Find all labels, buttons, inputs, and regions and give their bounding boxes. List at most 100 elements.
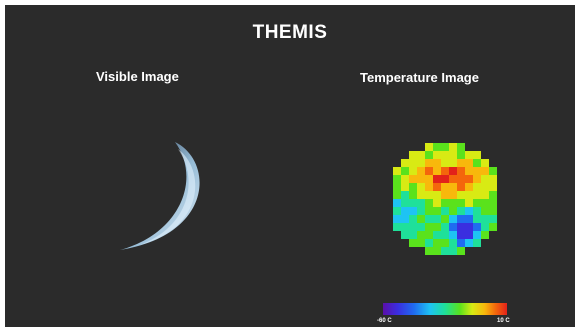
temperature-pixel — [465, 159, 473, 167]
temperature-pixel — [457, 159, 465, 167]
temperature-pixel — [441, 239, 449, 247]
temperature-pixel — [489, 223, 497, 231]
temperature-pixel — [473, 183, 481, 191]
temperature-pixel — [433, 239, 441, 247]
temperature-pixel — [481, 207, 489, 215]
temperature-pixel — [457, 183, 465, 191]
temperature-pixel — [425, 159, 433, 167]
temperature-pixel — [393, 215, 401, 223]
temperature-pixel — [481, 223, 489, 231]
temperature-pixel — [417, 183, 425, 191]
temperature-pixel — [425, 231, 433, 239]
temperature-pixel — [433, 247, 441, 255]
temperature-pixel — [457, 239, 465, 247]
temperature-pixel — [409, 159, 417, 167]
temperature-pixel — [401, 215, 409, 223]
temperature-pixel — [473, 159, 481, 167]
temperature-pixel — [417, 215, 425, 223]
temperature-pixel — [393, 167, 401, 175]
temperature-pixel — [473, 231, 481, 239]
temperature-pixel — [417, 151, 425, 159]
temperature-pixel — [465, 191, 473, 199]
temperature-pixel — [489, 207, 497, 215]
temperature-pixel — [449, 159, 457, 167]
temperature-pixel — [433, 143, 441, 151]
temperature-pixel — [417, 191, 425, 199]
temperature-pixel — [433, 215, 441, 223]
temperature-pixel — [425, 167, 433, 175]
temperature-pixel — [465, 231, 473, 239]
temperature-pixel — [393, 207, 401, 215]
temperature-pixel — [409, 223, 417, 231]
temperature-pixel — [409, 167, 417, 175]
temperature-pixel — [441, 247, 449, 255]
temperature-pixel — [457, 191, 465, 199]
temperature-pixel — [449, 151, 457, 159]
temperature-pixel — [473, 167, 481, 175]
temperature-pixel — [401, 199, 409, 207]
temperature-pixel — [465, 175, 473, 183]
temperature-pixel — [409, 215, 417, 223]
temperature-pixel — [489, 215, 497, 223]
temperature-pixel — [449, 143, 457, 151]
temperature-pixel — [481, 167, 489, 175]
temperature-pixel — [433, 231, 441, 239]
temperature-pixel — [465, 215, 473, 223]
temperature-pixel — [393, 223, 401, 231]
temperature-pixel — [409, 207, 417, 215]
temperature-pixel — [417, 167, 425, 175]
temperature-pixel — [481, 215, 489, 223]
temperature-pixel — [489, 167, 497, 175]
temperature-pixel — [409, 231, 417, 239]
temperature-pixel — [417, 207, 425, 215]
temperature-pixel — [401, 183, 409, 191]
temperature-pixel — [465, 199, 473, 207]
colorbar-min-label: -60 C — [377, 318, 392, 324]
temperature-pixel — [409, 191, 417, 199]
temperature-pixel — [401, 223, 409, 231]
temperature-pixel — [409, 151, 417, 159]
temperature-pixel — [441, 143, 449, 151]
temperature-pixel — [401, 207, 409, 215]
temperature-pixel — [465, 223, 473, 231]
temperature-colorbar — [383, 303, 507, 315]
temperature-pixel — [441, 231, 449, 239]
temperature-pixel — [433, 175, 441, 183]
temperature-pixel — [449, 207, 457, 215]
temperature-pixel — [417, 223, 425, 231]
temperature-pixel — [465, 239, 473, 247]
temperature-pixel — [433, 151, 441, 159]
temperature-pixel — [441, 159, 449, 167]
temperature-pixel — [489, 199, 497, 207]
temperature-pixel — [417, 159, 425, 167]
temperature-pixel — [449, 215, 457, 223]
temperature-pixel — [489, 191, 497, 199]
temperature-pixel — [441, 199, 449, 207]
themis-figure: THEMIS Visible Image Temperature Image -… — [5, 5, 575, 327]
temperature-pixel — [449, 247, 457, 255]
temperature-pixel — [481, 199, 489, 207]
temperature-pixel — [489, 175, 497, 183]
temperature-pixel — [457, 247, 465, 255]
temperature-pixel — [409, 239, 417, 247]
temperature-pixel — [457, 175, 465, 183]
temperature-pixel — [481, 231, 489, 239]
temperature-pixel — [393, 191, 401, 199]
temperature-pixel — [417, 199, 425, 207]
temperature-pixel — [441, 175, 449, 183]
temperature-pixel — [433, 159, 441, 167]
temperature-pixel — [449, 175, 457, 183]
temperature-pixel — [457, 151, 465, 159]
temperature-pixel — [449, 231, 457, 239]
temperature-pixel — [433, 183, 441, 191]
temperature-pixel — [393, 175, 401, 183]
temperature-pixel — [393, 183, 401, 191]
temperature-pixel — [417, 239, 425, 247]
temperature-pixel — [441, 167, 449, 175]
temperature-pixel — [401, 175, 409, 183]
visible-crescent-image — [120, 142, 200, 250]
temperature-pixel — [465, 151, 473, 159]
temperature-pixel — [457, 143, 465, 151]
temperature-pixel — [457, 215, 465, 223]
temperature-pixel — [417, 175, 425, 183]
